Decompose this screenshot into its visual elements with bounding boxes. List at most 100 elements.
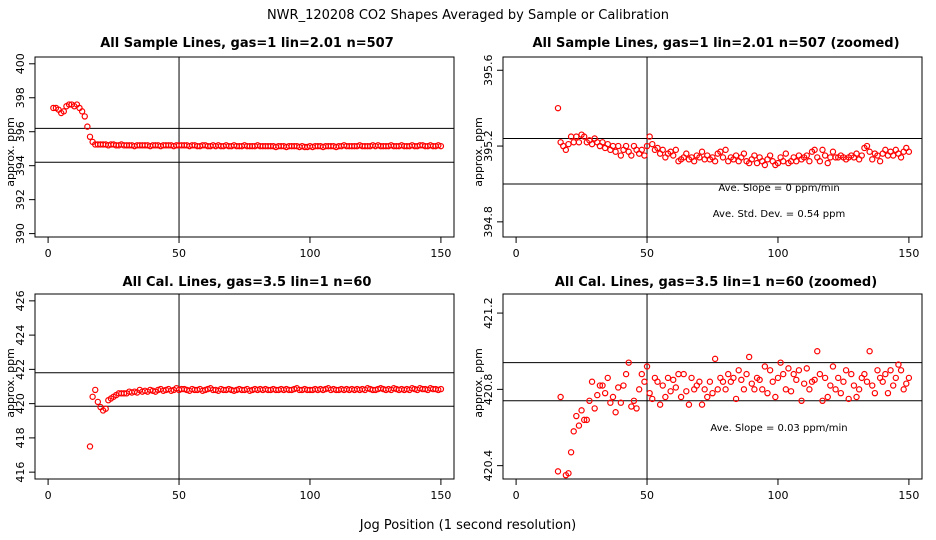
data-point [667, 388, 674, 395]
data-point [897, 367, 905, 374]
data-point [858, 152, 865, 159]
data-point [612, 409, 619, 416]
data-point [782, 386, 790, 393]
data-point [772, 393, 779, 401]
data-point [599, 382, 606, 389]
data-point [753, 159, 761, 167]
data-point [903, 380, 910, 387]
data-point [94, 398, 102, 406]
data-point [842, 367, 850, 374]
data-point [735, 367, 742, 374]
data-point [714, 386, 721, 393]
plot-area: 0 50 100 150 420.4 420.8 421.2 [482, 293, 923, 502]
x-tick-label: 50 [640, 489, 654, 502]
data-point [882, 146, 889, 154]
data-point [725, 370, 732, 378]
data-point [641, 378, 648, 385]
plot-area: 0 50 100 150 416 418 420 422 424 426 [14, 290, 455, 502]
data-point [643, 142, 651, 150]
data-point [92, 386, 99, 394]
y-tick-label: 395.2 [482, 130, 495, 162]
data-point [793, 376, 800, 384]
data-point [570, 139, 577, 146]
data-point [635, 386, 643, 393]
data-point [816, 158, 824, 165]
data-point [701, 386, 708, 393]
data-point [596, 382, 604, 389]
data-point [622, 370, 630, 378]
y-tick-label: 390 [14, 223, 27, 244]
data-point [583, 416, 591, 424]
data-point [662, 393, 669, 401]
y-tick-label: 426 [14, 290, 27, 311]
data-point [706, 378, 714, 385]
data-point [696, 378, 703, 385]
y-axis-label: approx. ppm [4, 348, 17, 418]
x-tick-label: 0 [513, 489, 520, 502]
plot-frame [34, 56, 455, 238]
data-point [748, 380, 755, 387]
data-point [874, 152, 881, 159]
x-tick-label: 50 [640, 247, 654, 260]
y-tick-label: 394 [14, 155, 27, 176]
data-point [740, 386, 748, 393]
data-point [782, 150, 790, 157]
data-point [722, 386, 729, 393]
data-point [575, 139, 583, 146]
data-point [60, 108, 68, 115]
data-point [698, 401, 706, 408]
data-point [578, 407, 585, 414]
data-point [654, 144, 661, 152]
x-tick-label: 50 [172, 247, 186, 260]
data-point [675, 370, 682, 378]
data-point [86, 443, 94, 450]
data-point [86, 133, 94, 141]
data-point [884, 389, 892, 397]
data-point [816, 370, 824, 378]
data-point [711, 355, 719, 363]
data-point [688, 374, 695, 382]
data-point [638, 146, 645, 154]
data-point [853, 150, 860, 157]
data-point [732, 152, 740, 159]
data-point [649, 395, 656, 403]
data-point [607, 399, 614, 406]
data-point [806, 386, 813, 393]
y-tick-label: 392 [14, 189, 27, 210]
data-point [620, 382, 627, 389]
y-tick-label: 416 [14, 462, 27, 483]
data-point [604, 374, 611, 382]
y-tick-label: 394.8 [482, 206, 495, 238]
data-point [827, 154, 834, 161]
data-point [573, 133, 580, 140]
plot-frame [34, 293, 455, 480]
data-point [580, 133, 588, 140]
data-point [670, 152, 677, 159]
slope-annotation: Ave. Slope = 0.03 ppm/min [710, 423, 847, 434]
data-point [615, 142, 622, 150]
data-point [745, 353, 753, 361]
data-point [766, 367, 774, 374]
y-tick-label: 420 [14, 393, 27, 414]
data-point [594, 391, 601, 399]
data-point [819, 397, 826, 405]
data-point [81, 113, 88, 120]
data-point [554, 468, 562, 475]
data-point [800, 380, 808, 387]
panel-cal-lines: All Cal. Lines, gas=3.5 lin=1 n=60 appro… [4, 275, 455, 502]
data-point [780, 158, 787, 165]
x-tick-label: 0 [45, 247, 52, 260]
x-tick-label: 100 [299, 247, 320, 260]
data-point [588, 140, 596, 148]
data-point [604, 140, 611, 148]
data-point [756, 376, 763, 384]
panel-cal-lines-zoomed: All Cal. Lines, gas=3.5 lin=1 n=60 (zoom… [472, 275, 923, 502]
data-point [102, 405, 109, 412]
data-point [609, 142, 617, 150]
data-point [774, 374, 782, 382]
plot-area: 0 50 100 150 394.8 395.2 395.6 [482, 55, 923, 260]
data-point [89, 393, 96, 400]
data-point [625, 359, 632, 366]
panel-sample-lines: All Sample Lines, gas=1 lin=2.01 n=507 a… [4, 36, 455, 260]
x-tick-label: 150 [898, 247, 919, 260]
